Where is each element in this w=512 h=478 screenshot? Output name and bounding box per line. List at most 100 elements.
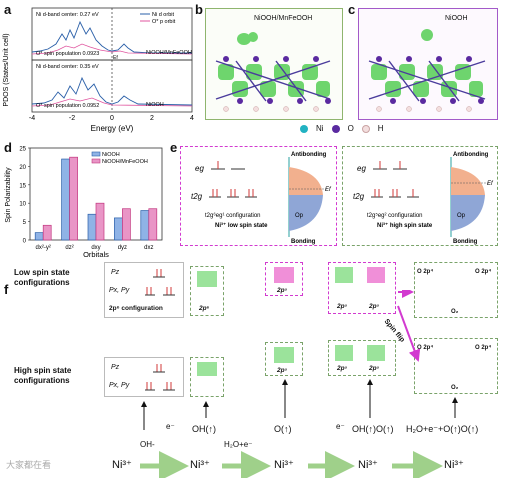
step-o-up: O(↑) <box>274 424 292 434</box>
high-mo-right: O 2p⁴ <box>475 345 492 351</box>
low-mo-right: O 2p⁴ <box>475 269 492 275</box>
bar-4-1 <box>148 208 158 241</box>
pdos-ylabel: PDOS (States/Unit cell) <box>3 33 10 106</box>
x-category-label: dx²-y² <box>36 245 51 251</box>
low-antibonding: Antibonding <box>291 152 327 158</box>
top-ef-label: Ef <box>113 55 118 61</box>
x-tick-1: -2 <box>69 115 75 122</box>
high-box-2p5-a: 2p⁵ <box>265 342 303 376</box>
high-spin-box: eg t2g t2g⁵eg² configuration Ni³⁺ high s… <box>342 146 498 246</box>
low-mo-o2: O₂ <box>451 309 459 315</box>
high-eg: eg <box>357 164 366 173</box>
x-category-label: dxz <box>144 245 153 251</box>
low-box-2p5-b: 2p⁵ 2p⁵ <box>328 262 396 314</box>
bar-1-0 <box>61 158 70 241</box>
low-box-2p5-a: 2p⁵ <box>265 262 303 296</box>
ni-1: Ni³⁺ <box>112 459 132 471</box>
bar-ylabel: Spin Polarizability <box>5 167 12 223</box>
high-pz: Pz <box>111 364 120 371</box>
low-spin-diagram: eg t2g t2g⁶eg¹ configuration Ni³⁺ low sp… <box>191 152 332 245</box>
low-bonding-fill <box>289 195 323 231</box>
structure-c: NiOOH <box>358 8 498 120</box>
bar-4-0 <box>140 210 150 241</box>
structure-c-lattice <box>368 29 486 112</box>
low-box-2p5-a-highlight <box>274 267 294 283</box>
pdos-xlabel: Energy (eV) <box>91 124 134 133</box>
spin-polarizability-chart: Spin Polarizability Orbitals NiOOH NiOOH… <box>5 147 163 259</box>
bar-2-1 <box>95 202 105 241</box>
step-final: H₂O+e⁻+O(↑)O(↑) <box>406 424 479 434</box>
top-center-text: Ni d-band center: 0.27 eV <box>36 12 99 18</box>
x-category-label: dyz <box>118 245 127 251</box>
ni-5: Ni³⁺ <box>444 459 464 471</box>
high-box-2p5-b-highlight2 <box>367 345 385 361</box>
low-box-2p5-b-highlight2 <box>367 267 385 283</box>
x-tick-2: 0 <box>110 115 114 122</box>
bar-2-0 <box>87 213 97 241</box>
low-box-2p6-highlight <box>197 271 217 287</box>
high-pxpy: Px, Py <box>109 382 130 389</box>
panel-label-a: a <box>4 2 12 17</box>
high-mo-box: O 2p⁴ O 2p⁴ O₂ <box>414 338 498 394</box>
x-category-label: dxy <box>91 245 100 251</box>
high-t2g: t2g <box>353 192 365 201</box>
low-box-2p5-b-highlight1 <box>335 267 353 283</box>
high-spin-diagram: eg t2g t2g⁵eg² configuration Ni³⁺ high s… <box>353 152 494 245</box>
step-e2: e⁻ <box>336 422 345 431</box>
atom-legend: Ni O H <box>300 124 384 133</box>
step-oh: OH- <box>140 440 155 449</box>
bar-xlabel: Orbitals <box>83 250 109 259</box>
high-box-2p5-c-label: 2p⁵ <box>369 365 380 372</box>
high-antibonding-fill <box>451 167 485 195</box>
bottom-o-curve <box>31 97 193 107</box>
low-op: Op <box>295 213 304 219</box>
high-mo-o2: O₂ <box>451 385 459 391</box>
bar-legend-swatch-0 <box>91 151 101 157</box>
step-e1: e⁻ <box>166 422 175 431</box>
bar-0-1 <box>42 224 52 241</box>
ni-3: Ni³⁺ <box>274 459 294 471</box>
top-system-label: NiOOH/MnFeOOH <box>146 50 192 56</box>
top-population-text: O* spin population 0.0923 <box>36 51 99 57</box>
low-config6: 2p⁶ configuration <box>109 305 163 312</box>
high-2p6-box: Pz Px, Py <box>104 357 184 397</box>
low-spin-box: eg t2g t2g⁶eg¹ configuration Ni³⁺ low sp… <box>180 146 337 246</box>
y-tick-label: 0 <box>23 239 27 245</box>
y-tick-label: 25 <box>19 147 26 153</box>
y-tick-label: 5 <box>23 220 27 226</box>
atom-legend-o: O <box>347 124 354 133</box>
reaction-pathway <box>140 290 458 478</box>
structure-b-lattice <box>215 32 331 112</box>
y-tick-label: 15 <box>19 183 26 189</box>
low-box-2p5-b-label: 2p⁵ <box>337 303 348 310</box>
high-state: Ni³⁺ high spin state <box>377 222 433 229</box>
y-tick-label: 20 <box>19 165 26 171</box>
o-atom-icon <box>331 124 340 133</box>
pdos-plot: PDOS (States/Unit cell) Ni d-band center… <box>3 7 194 133</box>
legend-ni-label: Ni d orbit <box>152 12 174 18</box>
top-ni-curve <box>31 20 192 54</box>
high-antibonding: Antibonding <box>453 152 489 158</box>
ni-4: Ni³⁺ <box>358 459 378 471</box>
bottom-center-text: Ni d-band center: 0.35 eV <box>36 64 99 70</box>
top-o-curve <box>31 43 193 55</box>
step-oh-up: OH(↑) <box>192 424 216 434</box>
low-box-2p6-label: 2p⁶ <box>199 305 210 312</box>
panel-label-d: d <box>4 140 12 155</box>
high-box-2p5-b: 2p⁵ 2p⁵ <box>328 340 396 376</box>
step-ohoo: OH(↑)O(↑) <box>352 424 394 434</box>
high-box-2p6-highlight <box>197 362 217 376</box>
low-pxpy: Px, Py <box>109 287 130 294</box>
low-mo-left: O 2p⁴ <box>417 269 434 275</box>
low-state: Ni³⁺ low spin state <box>215 222 268 229</box>
high-ef: Ef <box>487 181 494 187</box>
h-atom-icon <box>361 124 370 133</box>
panel-label-f: f <box>4 282 9 297</box>
bar-0-0 <box>34 232 44 241</box>
high-box-2p5-a-label: 2p⁵ <box>277 367 288 374</box>
panel-label-e: e <box>170 140 178 155</box>
low-mo-box: O 2p⁴ O 2p⁴ O₂ <box>414 262 498 318</box>
high-box-2p5-b-label: 2p⁵ <box>337 365 348 372</box>
bar-legend-0: NiOOH <box>102 152 120 158</box>
bar-legend-swatch-1 <box>91 158 101 164</box>
